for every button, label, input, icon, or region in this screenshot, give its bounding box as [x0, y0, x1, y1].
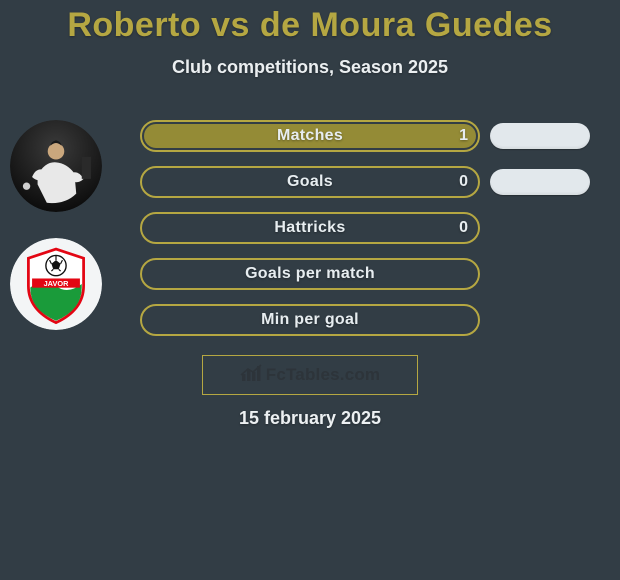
branding-box: FcTables.com [202, 355, 418, 395]
stat-label: Min per goal [142, 306, 478, 334]
stat-value-p1: 0 [459, 168, 468, 196]
page-subtitle: Club competitions, Season 2025 [0, 57, 620, 78]
stat-row: Goals 0 [140, 166, 600, 202]
club-badge-text: JAVOR [44, 279, 69, 288]
stat-label: Goals per match [142, 260, 478, 288]
stat-bar: Goals per match [140, 258, 480, 290]
comparison-area: JAVOR Matches 1 Goals 0 Hattricks 0 Goal… [0, 120, 620, 362]
stat-label: Hattricks [142, 214, 478, 242]
stat-bar: Goals 0 [140, 166, 480, 198]
player1-club-badge: JAVOR [10, 238, 102, 330]
stat-label: Matches [142, 122, 478, 150]
page-title: Roberto vs de Moura Guedes [0, 0, 620, 45]
stat-pill-p2 [490, 169, 590, 195]
bar-chart-icon [240, 363, 264, 388]
stat-row: Goals per match [140, 258, 600, 294]
branding-text: FcTables.com [266, 365, 381, 385]
stat-row: Hattricks 0 [140, 212, 600, 248]
comparison-date: 15 february 2025 [0, 408, 620, 429]
stat-value-p1: 0 [459, 214, 468, 242]
stat-bar: Hattricks 0 [140, 212, 480, 244]
stat-value-p1: 1 [459, 122, 468, 150]
stat-pill-p2 [490, 123, 590, 149]
player1-avatar [10, 120, 102, 212]
stat-bar: Matches 1 [140, 120, 480, 152]
stat-bar: Min per goal [140, 304, 480, 336]
stat-label: Goals [142, 168, 478, 196]
stat-row: Matches 1 [140, 120, 600, 156]
stat-row: Min per goal [140, 304, 600, 340]
